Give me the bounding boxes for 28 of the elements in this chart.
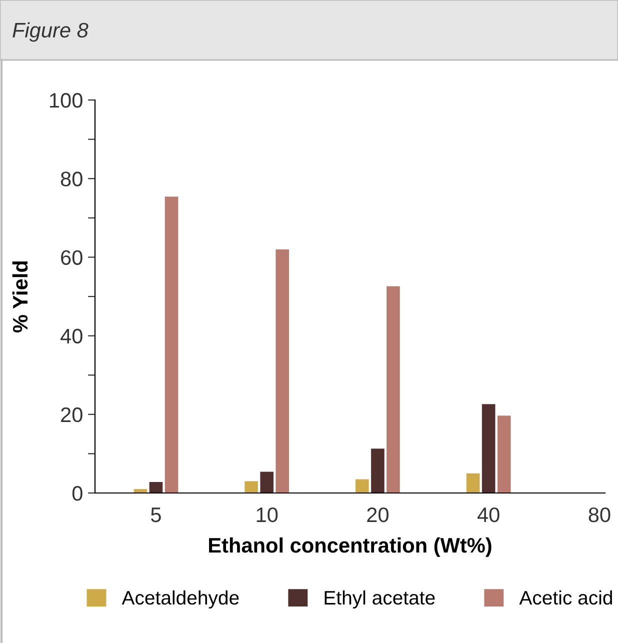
chart-title: Figure 8 [12,22,88,42]
x-tick-label: 40 [477,507,500,522]
bar [260,472,274,493]
bar [466,473,480,493]
y-tick-label: 100 [50,93,82,108]
bar [386,286,400,493]
bar [164,196,178,493]
y-tick-label: 60 [61,250,82,265]
y-tick-label: 20 [61,407,82,422]
bar [276,249,290,493]
x-tick-label: 10 [256,507,278,522]
legend-label: Ethyl acetate [324,590,435,608]
x-axis-title: Ethanol concentration (Wt%) [209,537,492,557]
bar [244,481,258,493]
bar [149,482,163,493]
bar [482,404,496,493]
x-tick-label: 5 [151,508,161,522]
bar [497,416,511,493]
legend-label: Acetaldehyde [122,590,239,608]
y-tick-label: 80 [60,172,82,186]
bar [356,479,369,493]
y-tick-label: 0 [72,486,82,501]
legend-label: Acetic acid [519,590,612,605]
x-tick-label: 80 [588,507,610,522]
bar [371,448,384,493]
x-tick-label: 20 [367,507,388,522]
y-tick-label: 40 [60,328,82,344]
y-axis-title: % Yield [12,261,28,332]
